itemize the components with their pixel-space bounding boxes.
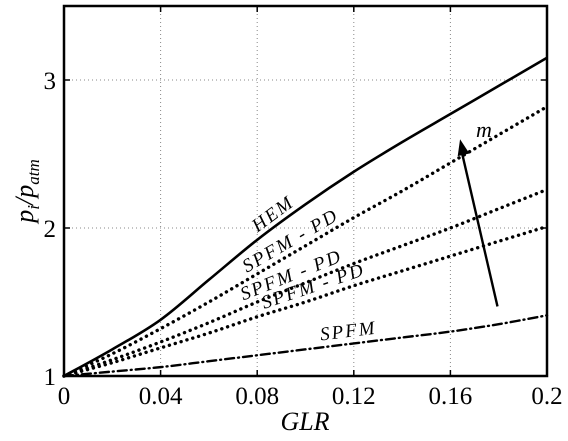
curves <box>62 56 549 378</box>
series-line <box>63 56 548 378</box>
x-axis-title: GLR <box>280 407 329 436</box>
y-axis-title-slash: / <box>10 195 39 207</box>
plot-background <box>64 6 547 376</box>
y-axis-title-p2: p <box>10 185 39 200</box>
arrow-shaft <box>460 152 499 307</box>
y-tick-label: 3 <box>44 68 57 95</box>
y-axis-title: pi/patm <box>10 159 43 224</box>
x-tick-label: 0.2 <box>531 383 562 410</box>
arrow: m <box>457 117 499 307</box>
grid <box>64 6 547 376</box>
y-tick-label: 1 <box>44 364 57 391</box>
x-tick-label: 0.12 <box>332 383 376 410</box>
arrow-label: m <box>476 117 492 142</box>
svg-text:pi/patm: pi/patm <box>10 159 43 224</box>
series-line <box>62 314 549 378</box>
arrow-head <box>457 139 470 157</box>
x-tick-label: 0.08 <box>235 383 279 410</box>
ticks <box>63 6 548 377</box>
y-tick-label: 2 <box>44 216 57 243</box>
series-line <box>62 104 549 378</box>
y-axis-title-sub2: atm <box>24 159 43 185</box>
x-tick-label: 0 <box>58 383 71 410</box>
y-axis-title-p1: p <box>10 210 39 225</box>
series-line <box>62 224 549 378</box>
y-axis-title-sub1: i <box>24 205 43 210</box>
tick-labels: 0 0.04 0.08 0.12 0.16 0.2 1 2 3 <box>44 68 563 410</box>
x-tick-label: 0.16 <box>429 383 473 410</box>
x-tick-label: 0.04 <box>139 383 183 410</box>
plot-frame <box>62 4 549 378</box>
